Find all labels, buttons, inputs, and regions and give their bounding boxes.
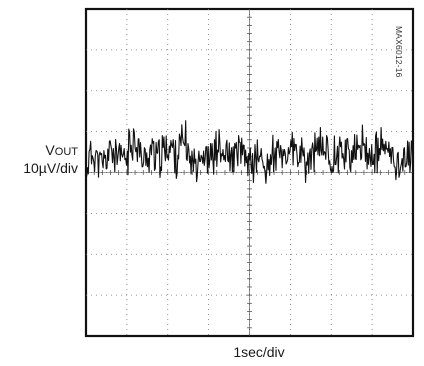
noise-trace-line (85, 120, 414, 184)
noise-trace (85, 120, 414, 184)
grid (86, 9, 413, 336)
x-axis-scale-label: 1sec/div (233, 344, 285, 360)
part-number-label: MAX6012-16 (394, 26, 404, 78)
y-axis-label: VOUT (45, 142, 78, 158)
y-axis-scale-label: 10µV/div (23, 160, 78, 176)
